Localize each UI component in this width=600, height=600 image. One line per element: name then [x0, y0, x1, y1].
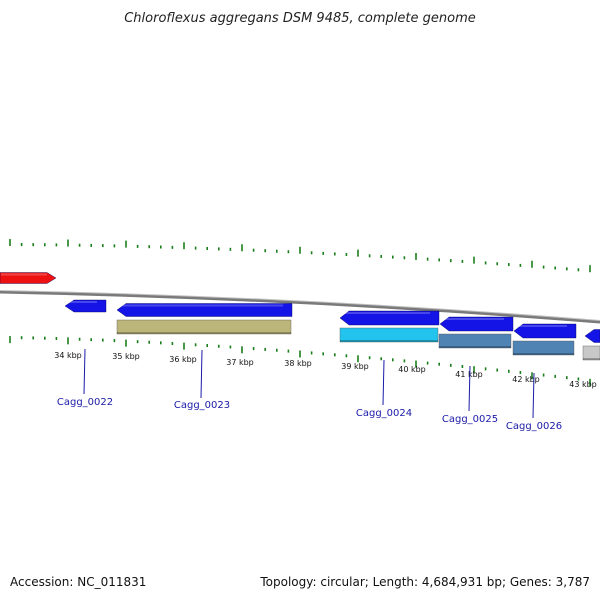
feature-shine	[515, 325, 567, 327]
feature-shadow	[340, 340, 438, 342]
scale-label: 37 kbp	[226, 358, 254, 367]
scale-labels: 34 kbp 35 kbp 36 kbp 37 kbp 38 kbp 39 kbp 40 k…	[54, 351, 597, 389]
genome-backbone-highlight	[0, 290, 600, 321]
genome-backbone	[0, 290, 600, 324]
scale-label: 43 kbp	[569, 380, 597, 389]
gene-leader-line	[83, 348, 86, 395]
gene-leader-line	[532, 372, 535, 419]
scale-label: 34 kbp	[54, 351, 82, 360]
feature-shine	[1, 273, 47, 276]
gene-feature-cagg-0025	[439, 316, 514, 332]
gene-leader-line	[468, 365, 471, 412]
gene-feature-cagg-0024	[339, 310, 440, 326]
feature-shine	[586, 330, 591, 333]
scale-label: 36 kbp	[169, 355, 197, 364]
gene-feature-red	[0, 272, 57, 284]
tick-track-top	[9, 239, 591, 273]
gene-feature-partial	[584, 329, 600, 343]
feature-shine	[118, 304, 283, 307]
genome-summary-text: Topology: circular; Length: 4,684,931 bp…	[259, 575, 590, 589]
scale-label: 42 kbp	[512, 375, 540, 384]
gene-label: Cagg_0025	[442, 414, 498, 425]
feature-shadow	[439, 346, 511, 348]
rna-feature-cagg-0026	[512, 340, 575, 356]
scale-label: 40 kbp	[398, 365, 426, 374]
scale-label: 38 kbp	[284, 359, 312, 368]
feature-shine	[341, 312, 430, 314]
gene-leader-line	[382, 359, 385, 406]
gene-label: Cagg_0024	[356, 408, 412, 419]
scale-label: 41 kbp	[455, 370, 483, 379]
accession-text: Accession: NC_011831	[10, 575, 146, 589]
gene-label: Cagg_0022	[57, 397, 113, 408]
feature-track	[0, 272, 600, 361]
gene-leader-line	[200, 349, 203, 399]
gene-feature-cagg-0022	[64, 299, 107, 313]
gene-labels: Cagg_0022 Cagg_0023 Cagg_0024 Cagg_0025 Cagg…	[57, 348, 562, 432]
gene-label: Cagg_0023	[174, 400, 230, 411]
gene-label: Cagg_0026	[506, 421, 562, 432]
scale-label: 35 kbp	[112, 352, 140, 361]
gene-feature-cagg-0026	[513, 323, 577, 339]
rna-feature-cagg-0024	[339, 327, 439, 343]
feature-shadow	[117, 332, 291, 334]
feature-shadow	[583, 358, 600, 360]
gene-feature-cagg-0023	[116, 303, 293, 317]
rna-feature-cagg-0023	[116, 319, 292, 335]
feature-shine	[66, 301, 97, 303]
tick-track-bottom	[9, 336, 591, 386]
feature-partial-gray	[582, 345, 600, 361]
rna-feature-cagg-0025	[438, 333, 512, 349]
genome-title: Chloroflexus aggregans DSM 9485, complet…	[124, 11, 476, 26]
feature-shine	[441, 318, 504, 320]
scale-label: 39 kbp	[341, 362, 369, 371]
feature-shadow	[513, 353, 574, 355]
